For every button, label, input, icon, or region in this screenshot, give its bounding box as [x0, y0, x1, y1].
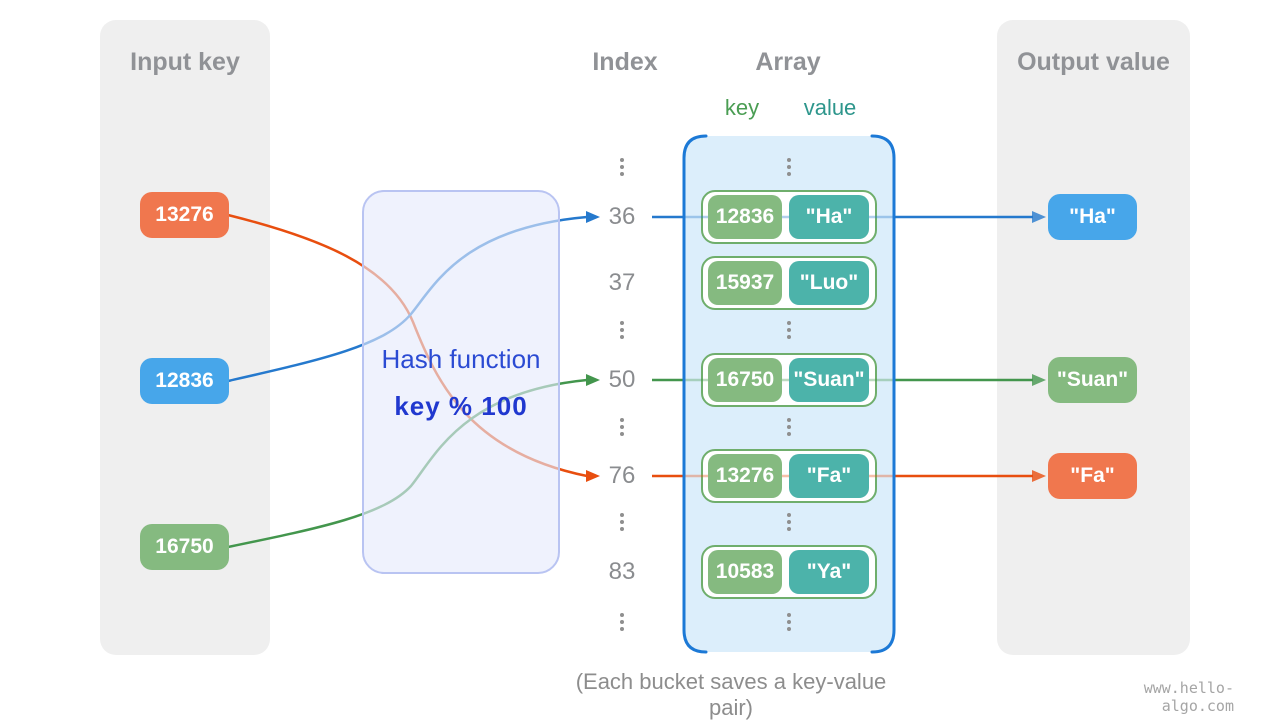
bucket-key: 10583	[708, 550, 782, 594]
bucket-key: 15937	[708, 261, 782, 305]
arrowhead-output-fa	[1032, 470, 1046, 482]
hash-function-title: Hash function	[381, 344, 541, 374]
input-key-chip-13276: 13276	[140, 192, 229, 238]
arrowhead-output-suan	[1032, 374, 1046, 386]
index-value-76: 76	[608, 462, 636, 489]
arrowhead-index-36	[586, 211, 600, 223]
key-header-label: key	[724, 95, 760, 120]
index-value-83: 83	[608, 558, 636, 585]
index-value-36: 36	[608, 203, 636, 230]
input-key-chip-12836: 12836	[140, 358, 229, 404]
bucket-value: "Luo"	[789, 261, 869, 305]
hash-function-box	[362, 190, 560, 574]
caption: (Each bucket saves a key-value pair)	[575, 669, 887, 720]
bucket-value: "Fa"	[789, 454, 869, 498]
vertical-ellipsis	[620, 613, 624, 631]
output-value-chip-suan: "Suan"	[1048, 357, 1137, 403]
output-panel-title: Output value	[1017, 48, 1170, 76]
output-value-chip-ha: "Ha"	[1048, 194, 1137, 240]
vertical-ellipsis	[620, 513, 624, 531]
index-value-37: 37	[608, 269, 636, 296]
vertical-ellipsis	[787, 418, 791, 436]
bucket-value: "Ha"	[789, 195, 869, 239]
vertical-ellipsis	[787, 158, 791, 176]
index-value-50: 50	[608, 366, 636, 393]
bucket-key: 16750	[708, 358, 782, 402]
vertical-ellipsis	[620, 158, 624, 176]
index-column-title: Index	[592, 48, 658, 76]
array-column-title: Array	[755, 48, 821, 76]
watermark: www.hello-algo.com	[1143, 679, 1234, 715]
vertical-ellipsis	[787, 513, 791, 531]
output-value-chip-fa: "Fa"	[1048, 453, 1137, 499]
arrowhead-output-ha	[1032, 211, 1046, 223]
vertical-ellipsis	[787, 321, 791, 339]
vertical-ellipsis	[620, 418, 624, 436]
vertical-ellipsis	[620, 321, 624, 339]
vertical-ellipsis	[787, 613, 791, 631]
input-key-chip-16750: 16750	[140, 524, 229, 570]
input-panel-title: Input key	[130, 48, 240, 76]
bucket-value: "Suan"	[789, 358, 869, 402]
arrowhead-index-76	[586, 470, 600, 482]
bucket-key: 12836	[708, 195, 782, 239]
bucket-key: 13276	[708, 454, 782, 498]
arrowhead-index-50	[586, 374, 600, 386]
output-value-panel	[997, 20, 1190, 655]
hash-function-formula: key % 100	[394, 391, 528, 421]
bucket-value: "Ya"	[789, 550, 869, 594]
value-header-label: value	[803, 95, 857, 120]
